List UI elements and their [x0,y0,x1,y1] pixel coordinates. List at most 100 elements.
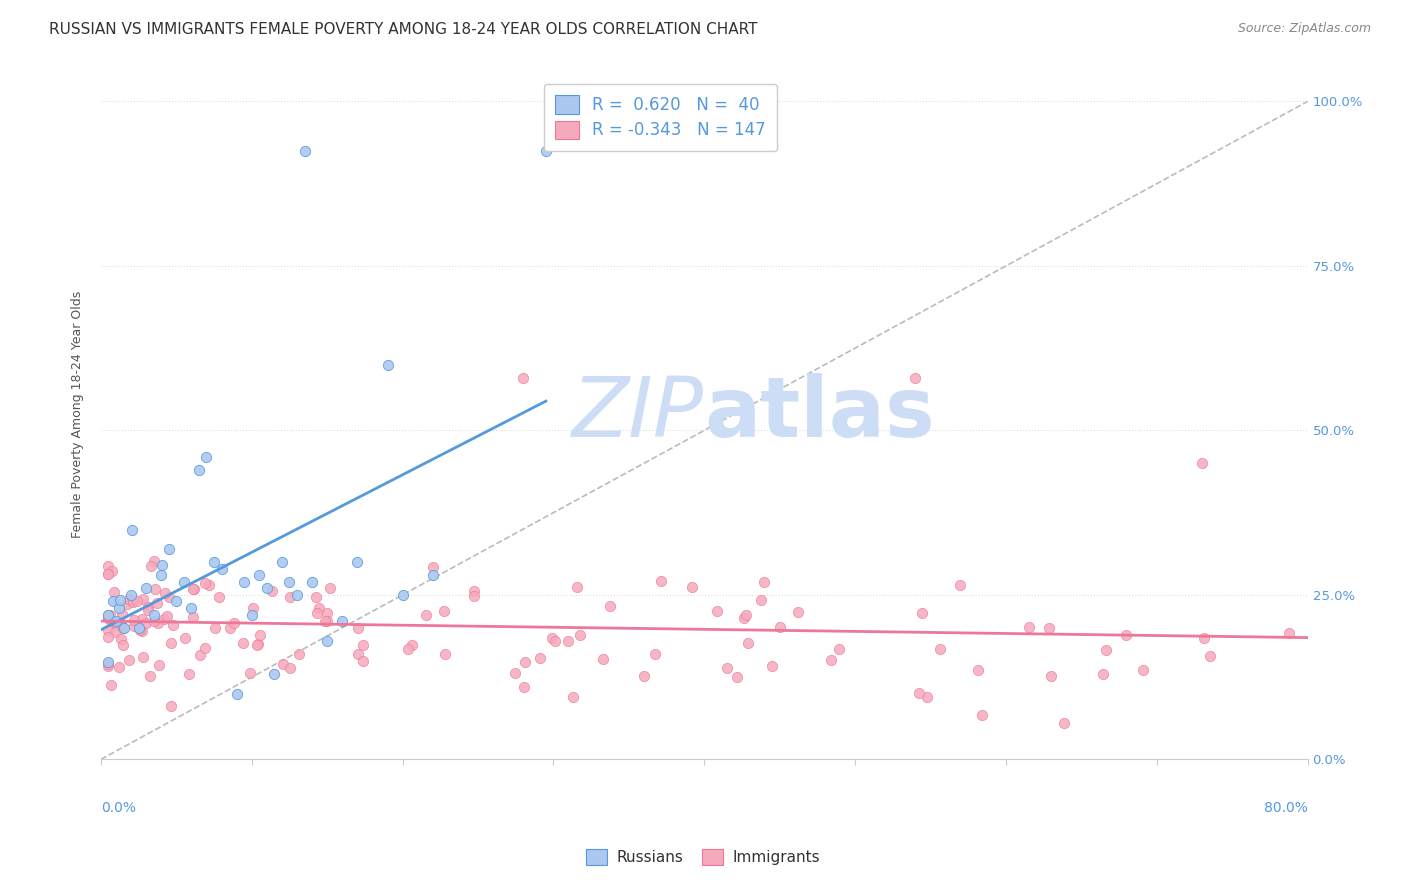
Point [1018,619,1040,633]
Point [139,669,162,683]
Point [165,594,187,608]
Point [173,574,195,589]
Point [219,621,242,635]
Text: atlas: atlas [704,374,935,454]
Point [330,614,353,628]
Point [179,667,201,681]
Point [681,580,703,594]
Point [644,648,666,662]
Text: 0.0%: 0.0% [101,801,136,814]
Point [568,628,591,642]
Point [97,558,120,573]
Point [150,568,173,582]
Point [135,615,157,630]
Point [503,665,526,680]
Point [245,638,267,652]
Point [529,651,551,665]
Point [422,568,444,582]
Point [108,593,131,607]
Point [232,636,254,650]
Point [512,370,534,384]
Point [181,610,204,624]
Point [194,576,217,591]
Point [188,648,211,662]
Point [735,607,758,622]
Point [104,614,127,628]
Point [557,634,579,648]
Point [278,590,301,604]
Point [650,574,672,588]
Point [305,590,328,604]
Point [225,687,247,701]
Point [242,601,264,615]
Point [249,628,271,642]
Point [128,621,150,635]
Point [294,144,316,158]
Point [97,655,120,669]
Point [110,618,132,632]
Point [415,608,437,623]
Point [565,581,588,595]
Point [173,632,195,646]
Point [211,561,233,575]
Point [377,358,399,372]
Point [127,593,149,607]
Point [118,653,141,667]
Point [97,566,120,581]
Point [827,642,849,657]
Point [463,590,485,604]
Point [107,659,129,673]
Point [146,616,169,631]
Point [247,637,270,651]
Point [136,603,159,617]
Point [143,614,166,628]
Point [247,568,270,582]
Point [120,588,142,602]
Point [233,574,256,589]
Point [101,594,124,608]
Point [120,593,142,607]
Point [256,582,278,596]
Point [104,624,127,639]
Point [183,582,205,597]
Point [135,582,157,596]
Point [145,596,167,610]
Point [1040,669,1063,683]
Point [155,586,177,600]
Point [1199,648,1222,663]
Point [131,611,153,625]
Point [319,581,342,595]
Point [107,618,129,632]
Point [1095,643,1118,657]
Point [194,640,217,655]
Point [787,605,810,619]
Point [197,578,219,592]
Y-axis label: Female Poverty Among 18-24 Year Olds: Female Poverty Among 18-24 Year Olds [72,290,84,538]
Point [422,560,444,574]
Point [97,610,120,624]
Point [820,653,842,667]
Point [1132,663,1154,677]
Point [202,555,225,569]
Point [929,642,952,657]
Point [112,638,135,652]
Point [1092,667,1115,681]
Point [1278,625,1301,640]
Point [112,621,135,635]
Point [288,647,311,661]
Point [541,631,564,645]
Point [100,678,122,692]
Point [162,618,184,632]
Point [188,463,211,477]
Point [316,634,339,648]
Point [97,657,120,671]
Point [761,658,783,673]
Point [908,686,931,700]
Point [143,582,166,597]
Point [148,658,170,673]
Point [1194,631,1216,645]
Point [136,600,159,615]
Point [239,665,262,680]
Point [307,606,329,620]
Point [156,608,179,623]
